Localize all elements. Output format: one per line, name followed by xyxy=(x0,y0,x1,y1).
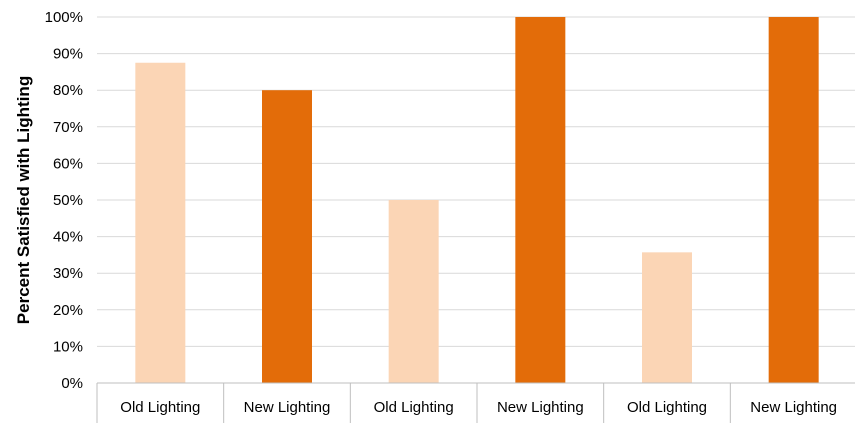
y-tick-label: 70% xyxy=(53,119,83,136)
y-tick-labels: 0% 10% 20% 30% 40% 50% 60% 70% 80% 90% 100% xyxy=(45,9,83,392)
y-tick-label: 40% xyxy=(53,229,83,246)
y-tick-label: 0% xyxy=(61,375,83,392)
bar xyxy=(388,200,439,383)
y-tick-label: 80% xyxy=(53,82,83,99)
bar xyxy=(642,252,692,383)
y-tick-label: 90% xyxy=(53,46,83,63)
y-tick-label: 20% xyxy=(53,302,83,319)
x-tick-label: New Lighting xyxy=(750,399,837,416)
bars xyxy=(135,17,819,383)
x-tick-label: Old Lighting xyxy=(374,399,454,416)
y-axis-label: Percent Satisfied with Lighting xyxy=(14,75,33,325)
bar xyxy=(768,17,819,383)
x-tick-label: Old Lighting xyxy=(120,399,200,416)
x-tick-label: New Lighting xyxy=(244,399,331,416)
x-tick-label: Old Lighting xyxy=(627,399,707,416)
bar xyxy=(262,90,312,383)
bar xyxy=(135,62,186,383)
y-tick-label: 50% xyxy=(53,192,83,209)
y-tick-label: 100% xyxy=(45,9,83,26)
grid-lines xyxy=(97,16,855,347)
bar xyxy=(515,17,566,383)
x-tick-label: New Lighting xyxy=(497,399,584,416)
y-tick-label: 10% xyxy=(53,338,83,355)
x-axis: Old Lighting New Lighting Old Lighting New … xyxy=(96,382,855,423)
y-tick-label: 30% xyxy=(53,265,83,282)
y-tick-label: 60% xyxy=(53,155,83,172)
